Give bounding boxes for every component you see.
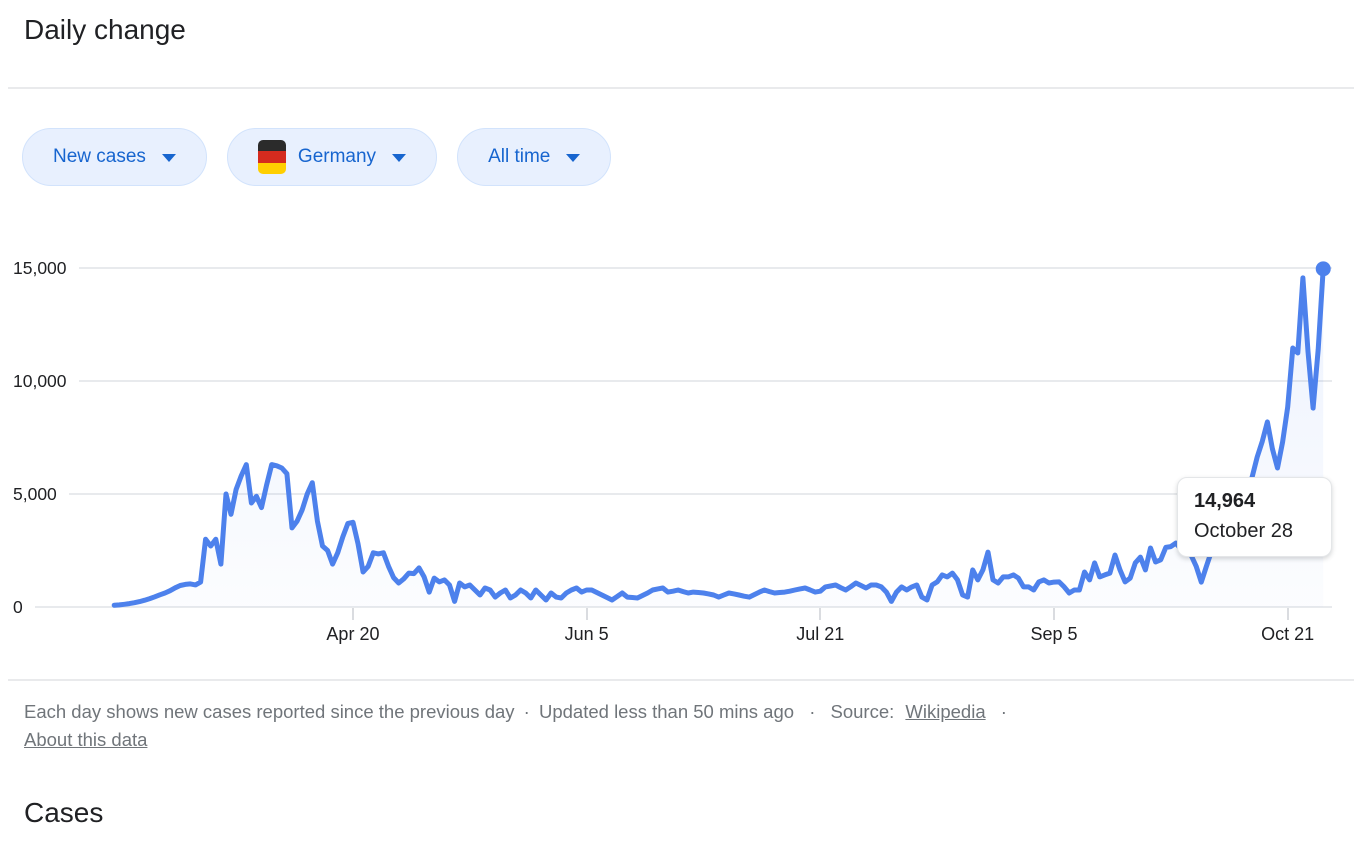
footer-source-label: Source: bbox=[830, 701, 895, 722]
x-tick bbox=[1286, 608, 1289, 620]
footer-separator: · bbox=[809, 701, 816, 722]
chevron-down-icon bbox=[161, 154, 176, 162]
region-filter-label: Germany bbox=[297, 146, 377, 167]
y-gridline-row: 5,000 bbox=[13, 481, 1332, 507]
germany-flag-icon bbox=[257, 140, 286, 174]
case-trend-area bbox=[114, 268, 1324, 607]
x-tick bbox=[585, 608, 588, 620]
case-trend-line bbox=[111, 266, 1326, 608]
cases-heading: Cases bbox=[24, 797, 104, 828]
x-tick bbox=[819, 608, 822, 620]
footer-separator: · bbox=[523, 701, 530, 722]
chevron-down-icon bbox=[566, 154, 581, 162]
time-filter-chip[interactable]: All time bbox=[457, 128, 612, 186]
footer-divider bbox=[8, 679, 1354, 681]
y-gridline-row: 10,000 bbox=[13, 368, 1332, 394]
footer-description: Each day shows new cases reported since … bbox=[24, 701, 515, 722]
footer-note: Each day shows new cases reported since … bbox=[24, 698, 1344, 754]
tooltip-date: October 28 bbox=[1194, 520, 1293, 542]
highlight-dot bbox=[1315, 261, 1331, 277]
footer-separator: · bbox=[1000, 701, 1007, 722]
chart-tooltip: 14,964 October 28 bbox=[1177, 477, 1332, 557]
x-tick bbox=[1053, 608, 1055, 620]
y-axis-label: 0 bbox=[13, 596, 23, 617]
x-tick-label: Sep 5 bbox=[1030, 624, 1078, 644]
metric-filter-chip[interactable]: New cases bbox=[22, 128, 207, 186]
x-tick bbox=[351, 608, 354, 620]
y-gridline bbox=[78, 380, 1332, 382]
y-axis-label: 5,000 bbox=[13, 483, 57, 504]
chevron-down-icon bbox=[392, 154, 407, 162]
y-gridline bbox=[68, 493, 1332, 495]
header-divider bbox=[8, 87, 1354, 89]
x-tick-label: Jun 5 bbox=[564, 624, 609, 644]
x-tick-label: Apr 20 bbox=[326, 624, 380, 644]
wikipedia-link[interactable]: Wikipedia bbox=[905, 701, 986, 722]
y-gridline-row: 15,000 bbox=[13, 255, 1332, 281]
tooltip-value: 14,964 bbox=[1194, 490, 1256, 512]
filter-chip-row: New cases Germany All time bbox=[22, 128, 612, 186]
page-title: Daily change bbox=[24, 14, 186, 45]
y-gridline bbox=[78, 267, 1332, 269]
about-data-link[interactable]: About this data bbox=[24, 729, 148, 750]
footer-updated: Updated less than 50 mins ago bbox=[538, 701, 795, 722]
region-filter-chip[interactable]: Germany bbox=[226, 128, 438, 186]
x-tick-label: Oct 21 bbox=[1261, 624, 1315, 644]
y-axis-label: 10,000 bbox=[13, 370, 67, 391]
time-filter-label: All time bbox=[488, 146, 551, 167]
y-axis-label: 15,000 bbox=[13, 257, 67, 278]
metric-filter-label: New cases bbox=[53, 146, 146, 167]
x-tick-label: Jul 21 bbox=[796, 624, 845, 644]
